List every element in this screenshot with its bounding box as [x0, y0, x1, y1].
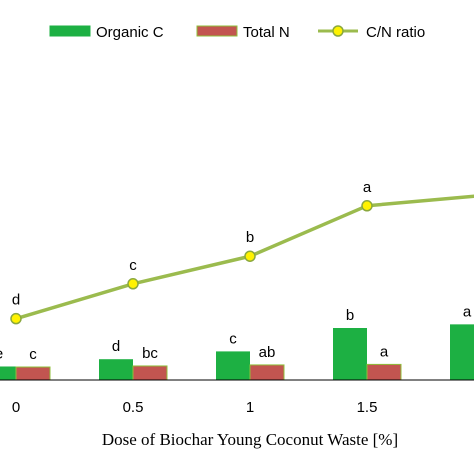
legend: Organic C Total N C/N ratio	[49, 24, 425, 41]
bar-organic-c-0-5	[99, 359, 133, 380]
x-axis-label: Dose of Biochar Young Coconut Waste [%]	[102, 430, 398, 449]
label-total-n-1: ab	[259, 344, 276, 361]
x-tick-0-5: 0.5	[123, 399, 144, 416]
legend-swatch-total-n	[196, 25, 238, 37]
ratio-line-layer: d c b a	[10, 179, 474, 325]
label-total-n-1-5: a	[380, 343, 389, 360]
bar-total-n-0	[15, 366, 51, 381]
legend-label-total-n: Total N	[243, 24, 290, 41]
label-organic-c-0: e	[0, 345, 3, 362]
legend-swatch-organic-c	[49, 25, 91, 37]
label-total-n-0: c	[29, 346, 37, 363]
bar-organic-c-2	[450, 324, 474, 380]
bar-total-n-1	[249, 364, 285, 381]
label-total-n-0-5: bc	[142, 345, 158, 362]
ratio-point-1-5	[361, 200, 373, 212]
label-ratio-0: d	[12, 292, 20, 309]
bar-organic-c-1	[216, 351, 250, 380]
label-organic-c-0-5: d	[112, 338, 120, 355]
legend-label-c-n-ratio: C/N ratio	[366, 24, 425, 41]
label-ratio-1-5: a	[363, 179, 372, 196]
ratio-point-0	[10, 312, 22, 325]
bar-organic-c-0	[0, 366, 16, 380]
legend-marker-c-n-ratio	[332, 25, 344, 37]
legend-label-organic-c: Organic C	[96, 24, 164, 41]
label-ratio-1: b	[246, 229, 254, 246]
x-axis: 00.511.52	[0, 379, 474, 416]
label-organic-c-2: a	[463, 303, 472, 320]
x-tick-0: 0	[12, 399, 20, 416]
bars-layer: e c d bc c ab b a a	[0, 303, 474, 381]
label-organic-c-1-5: b	[346, 307, 354, 324]
ratio-point-1	[244, 250, 256, 262]
bar-organic-c-1-5	[333, 328, 367, 380]
bar-total-n-0-5	[132, 365, 168, 381]
x-tick-1-5: 1.5	[357, 399, 378, 416]
label-organic-c-1: c	[229, 330, 237, 347]
bar-total-n-1-5	[366, 363, 402, 381]
label-ratio-0-5: c	[129, 257, 137, 274]
ratio-point-0-5	[127, 278, 139, 290]
x-tick-1: 1	[246, 399, 254, 416]
